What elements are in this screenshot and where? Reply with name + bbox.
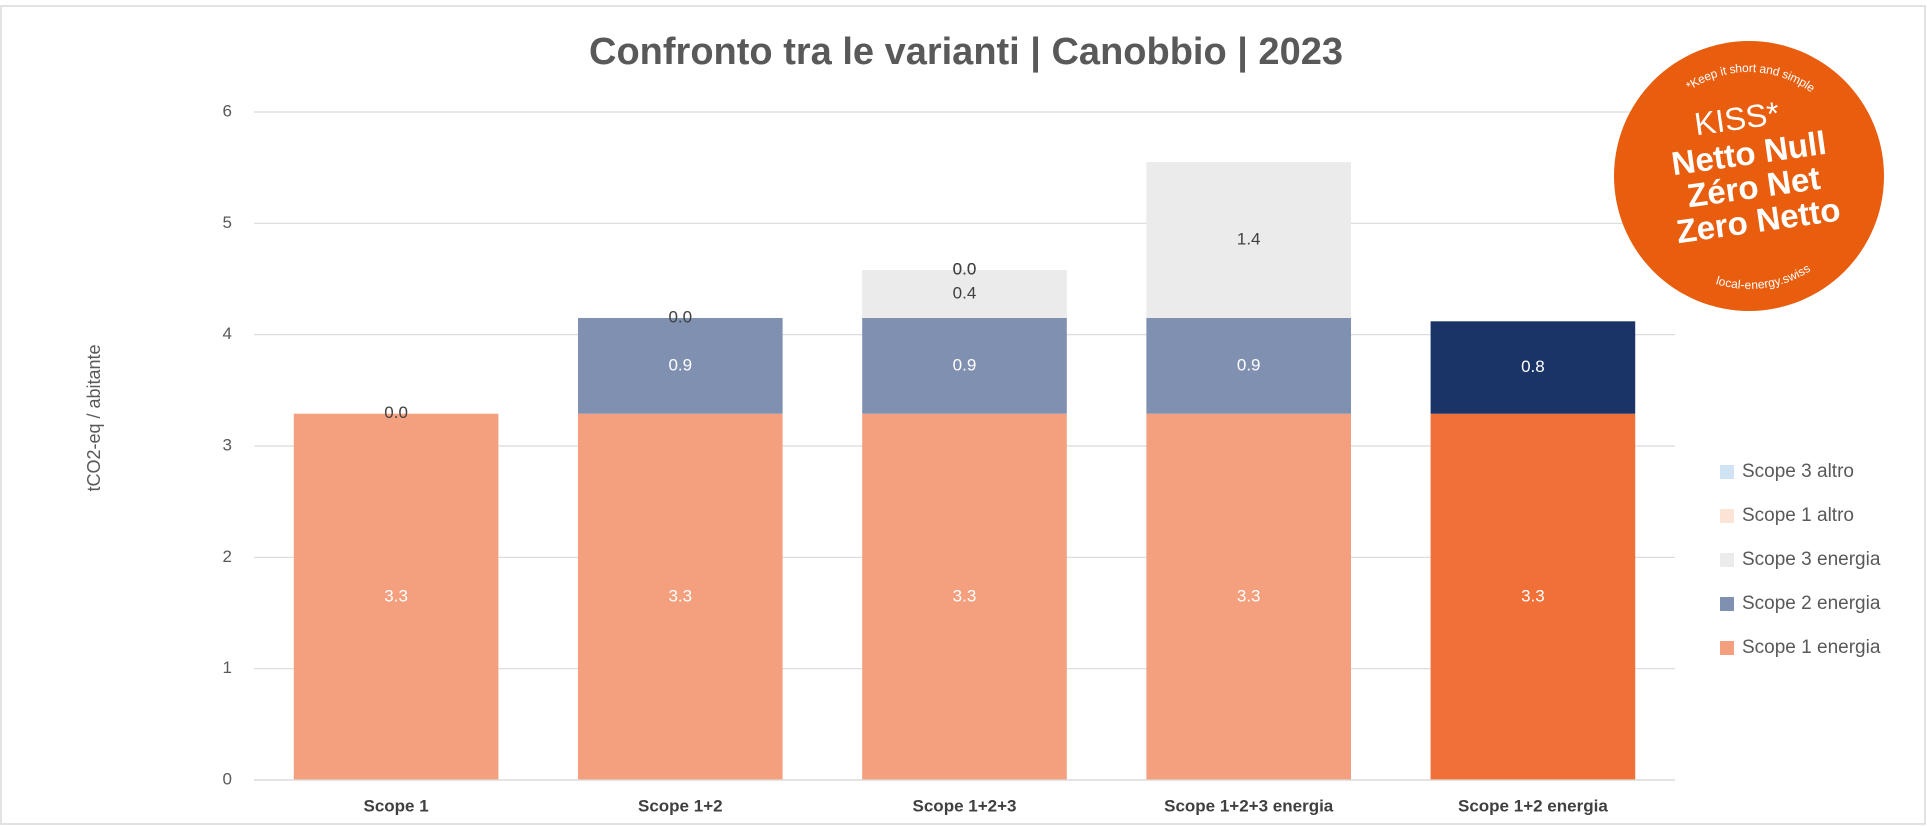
legend-swatch [1720, 641, 1734, 655]
bar-segment [293, 413, 499, 780]
legend-label: Scope 2 energia [1742, 593, 1881, 614]
legend-swatch [1720, 465, 1734, 479]
data-label: 0.8 [1521, 357, 1545, 376]
legend-label: Scope 1 altro [1742, 505, 1854, 526]
bar-segment [577, 413, 783, 780]
y-tick-label: 5 [223, 213, 232, 232]
data-label: 3.3 [384, 586, 408, 605]
y-axis-label: tCO2-eq / abitante [84, 344, 104, 491]
data-label: 0.9 [1237, 355, 1261, 374]
data-label: 3.3 [1521, 586, 1545, 605]
legend-swatch [1720, 597, 1734, 611]
bar-segment [1146, 413, 1352, 780]
data-label: 0.0 [384, 403, 408, 422]
data-label: 3.3 [953, 586, 977, 605]
data-label: 0.0 [953, 260, 977, 279]
y-tick-label: 3 [223, 435, 232, 454]
y-tick-label: 1 [223, 658, 232, 677]
bar-segment [577, 317, 783, 414]
bar-segment [1430, 321, 1636, 414]
y-tick-label: 2 [223, 547, 232, 566]
legend-label: Scope 3 altro [1742, 461, 1854, 482]
chart-title: Confronto tra le varianti | Canobbio | 2… [589, 31, 1343, 73]
plot-area: 0 1 2 3 4 5 6 Scope 1 Scope 1+2 Scope 1+2+3 Scope … [223, 101, 1881, 815]
bar-segment [1146, 162, 1352, 318]
x-tick-label: Scope 1+2 [638, 796, 723, 815]
x-tick-label: Scope 1+2+3 energia [1164, 796, 1334, 815]
data-label: 0.0 [668, 307, 692, 326]
y-tick-label: 0 [223, 769, 232, 788]
legend-label: Scope 3 energia [1742, 549, 1881, 570]
x-tick-label: Scope 1 [363, 796, 428, 815]
bar-segment [862, 317, 1067, 414]
data-label: 0.9 [953, 355, 977, 374]
data-label: 3.3 [668, 586, 692, 605]
x-tick-label: Scope 1+2 energia [1458, 796, 1608, 815]
y-tick-label: 4 [223, 324, 232, 343]
x-tick-label: Scope 1+2+3 [913, 796, 1017, 815]
legend-swatch [1720, 553, 1734, 567]
badge-circle [1614, 41, 1884, 311]
bar-segment [862, 413, 1067, 780]
bar-segment [1146, 317, 1352, 414]
legend-label: Scope 1 energia [1742, 637, 1881, 658]
data-label: 0.0 [953, 260, 977, 279]
y-tick-label: 6 [223, 101, 232, 120]
bar-segment [1430, 413, 1636, 780]
bar-segment [862, 270, 1067, 318]
data-label: 0.9 [668, 355, 692, 374]
legend-swatch [1720, 509, 1734, 523]
data-label: 0.4 [953, 284, 977, 303]
data-label: 3.3 [1237, 586, 1261, 605]
data-label: 1.4 [1237, 230, 1261, 249]
badge: *Keep it short and simple KISS* Netto Nu… [1614, 41, 1884, 311]
